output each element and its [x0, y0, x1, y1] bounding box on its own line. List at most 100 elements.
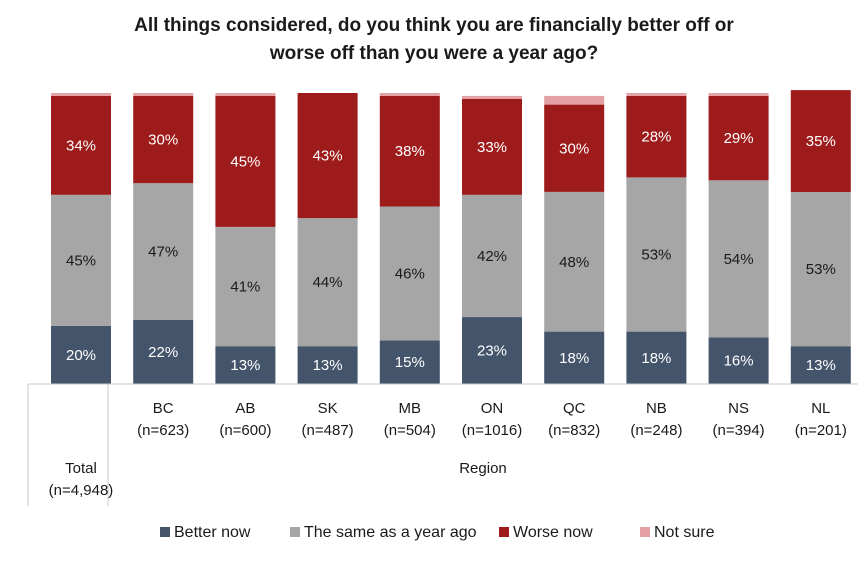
bar-mb-not-sure	[379, 93, 440, 96]
data-label: 33%	[477, 139, 507, 156]
data-label: 42%	[477, 248, 507, 265]
bar-sk-better-now	[297, 346, 358, 384]
tick-label-n: (n=394)	[713, 422, 765, 439]
legend-label: Worse now	[513, 524, 593, 541]
data-label: 38%	[395, 143, 425, 160]
bar-nl-the-same-as-a-year-ago	[790, 191, 851, 347]
chart-title-line-2: worse off than you were a year ago?	[269, 43, 599, 64]
group-label-region: Region	[459, 460, 507, 477]
data-label: 22%	[148, 344, 178, 361]
tick-label: NS	[728, 400, 749, 417]
chart-title-line-1: All things considered, do you think you …	[134, 15, 734, 36]
bar-nl-worse-now	[790, 90, 851, 192]
bar-on-better-now	[462, 317, 522, 384]
data-label: 44%	[313, 274, 343, 291]
legend-swatch	[640, 527, 650, 537]
bar-ns-not-sure	[708, 93, 769, 96]
bar-nb-not-sure	[626, 93, 687, 96]
chart-title: All things considered, do you think you …	[0, 12, 868, 68]
tick-label-n: (n=623)	[137, 422, 189, 439]
bar-ab-worse-now	[215, 95, 276, 227]
data-label: 45%	[230, 153, 260, 170]
bar-ab-better-now	[215, 346, 276, 384]
tick-label: MB	[399, 400, 422, 417]
bar-bc-the-same-as-a-year-ago	[133, 183, 194, 320]
data-label: 53%	[806, 261, 836, 278]
legend-swatch	[290, 527, 300, 537]
data-label: 43%	[313, 148, 343, 165]
tick-label-n: (n=487)	[302, 422, 354, 439]
legend-label: Not sure	[654, 524, 715, 541]
tick-label-n: (n=248)	[630, 422, 682, 439]
bar-bc-not-sure	[133, 93, 194, 96]
bar-mb-the-same-as-a-year-ago	[379, 206, 440, 341]
data-label: 20%	[66, 347, 96, 364]
bar-sk-worse-now	[297, 93, 358, 219]
data-label: 34%	[66, 137, 96, 154]
bar-ns-the-same-as-a-year-ago	[708, 180, 769, 338]
data-label: 18%	[641, 350, 671, 367]
tick-label: QC	[563, 400, 586, 417]
bar-ab-not-sure	[215, 93, 276, 96]
bar-nb-the-same-as-a-year-ago	[626, 177, 687, 332]
data-label: 16%	[724, 353, 754, 370]
data-label: 15%	[395, 354, 425, 371]
bar-mb-better-now	[379, 340, 440, 385]
data-label: 46%	[395, 265, 425, 282]
data-label: 54%	[724, 251, 754, 268]
data-label: 41%	[230, 279, 260, 296]
legend-swatch	[160, 527, 170, 537]
legend-label: Better now	[174, 524, 251, 541]
data-label: 29%	[724, 130, 754, 147]
tick-label: NB	[646, 400, 667, 417]
bar-nl-better-now	[790, 346, 851, 384]
bar-nb-worse-now	[626, 95, 687, 178]
tick-label: Total	[65, 460, 97, 477]
data-label: 13%	[230, 357, 260, 374]
data-label: 13%	[313, 357, 343, 374]
data-label: 28%	[641, 129, 671, 146]
bar-total-the-same-as-a-year-ago	[51, 194, 111, 326]
bar-sk-the-same-as-a-year-ago	[297, 218, 358, 347]
legend-swatch	[499, 527, 509, 537]
tick-label-n: (n=600)	[219, 422, 271, 439]
data-label: 30%	[559, 140, 589, 157]
legend-label: The same as a year ago	[304, 524, 477, 541]
tick-label: AB	[235, 400, 255, 417]
tick-label-n: (n=504)	[384, 422, 436, 439]
bar-ab-the-same-as-a-year-ago	[215, 226, 276, 347]
bar-total-better-now	[51, 325, 111, 384]
bar-bc-better-now	[133, 320, 194, 384]
tick-label: BC	[153, 400, 174, 417]
bar-on-the-same-as-a-year-ago	[462, 194, 522, 317]
bar-on-not-sure	[462, 95, 522, 99]
data-label: 35%	[806, 133, 836, 150]
tick-label-n: (n=1016)	[462, 422, 522, 439]
bar-qc-the-same-as-a-year-ago	[544, 191, 605, 332]
data-label: 18%	[559, 350, 589, 367]
bar-total-worse-now	[51, 95, 111, 195]
bar-qc-not-sure	[544, 95, 605, 105]
data-label: 13%	[806, 357, 836, 374]
bar-ns-better-now	[708, 337, 769, 384]
bar-on-worse-now	[462, 98, 522, 195]
bar-total-not-sure	[51, 93, 111, 96]
bar-ns-worse-now	[708, 95, 769, 181]
tick-label-n: (n=832)	[548, 422, 600, 439]
bar-bc-worse-now	[133, 95, 194, 184]
data-label: 53%	[641, 247, 671, 264]
data-label: 23%	[477, 343, 507, 360]
tick-label-n: (n=4,948)	[49, 482, 114, 499]
tick-label: ON	[481, 400, 504, 417]
bar-mb-worse-now	[379, 95, 440, 207]
data-label: 45%	[66, 252, 96, 269]
tick-label: SK	[318, 400, 338, 417]
bar-qc-better-now	[544, 331, 605, 384]
tick-label: NL	[811, 400, 830, 417]
bar-qc-worse-now	[544, 104, 605, 192]
data-label: 47%	[148, 244, 178, 261]
bar-nb-better-now	[626, 331, 687, 384]
tick-label-n: (n=201)	[795, 422, 847, 439]
data-label: 48%	[559, 254, 589, 271]
